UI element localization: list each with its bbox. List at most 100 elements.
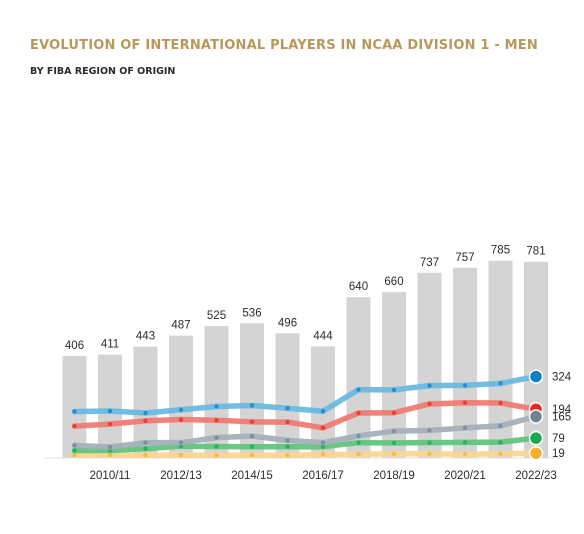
series-end-marker	[528, 430, 544, 446]
series-point	[249, 433, 255, 439]
series-point	[320, 409, 326, 414]
series-point	[462, 400, 468, 405]
bar-value-label: 487	[171, 320, 190, 332]
series-point	[498, 381, 503, 386]
series-point	[72, 409, 77, 414]
series-point	[391, 428, 397, 434]
series-line	[71, 450, 539, 458]
series-point	[427, 428, 432, 433]
x-tick-label: 2020/21	[444, 470, 486, 482]
total-bar	[346, 297, 371, 458]
series-point	[427, 451, 432, 456]
series-point	[285, 453, 290, 458]
series-point	[214, 444, 219, 449]
series-point	[462, 383, 468, 388]
series-point	[356, 387, 361, 392]
bar-value-label: 443	[136, 331, 155, 343]
series-point	[178, 407, 184, 412]
series-end-label: 324	[552, 372, 572, 384]
series-point	[143, 453, 148, 458]
series-end-label: 165	[552, 412, 571, 424]
chart-subtitle: BY FIBA REGION OF ORIGIN	[30, 66, 176, 77]
series-point	[462, 452, 468, 457]
series-point	[462, 425, 468, 431]
series-point	[143, 418, 148, 424]
bar-value-label: 536	[242, 307, 261, 319]
bar-value-label: 737	[420, 257, 439, 269]
series-point	[285, 406, 290, 411]
series-point	[72, 423, 77, 429]
series-point	[249, 403, 255, 408]
series-point	[214, 453, 219, 458]
series-line	[71, 413, 539, 450]
total-bar	[62, 355, 87, 458]
series-point	[249, 419, 255, 425]
series-point	[320, 425, 326, 431]
series-point	[178, 440, 184, 445]
series-point	[214, 418, 219, 423]
series-point	[391, 410, 397, 415]
bar-value-label: 781	[526, 246, 545, 258]
series-point	[391, 451, 397, 456]
series-end-label: 194	[552, 404, 572, 416]
series-point	[320, 452, 326, 457]
series-point	[356, 433, 361, 439]
x-tick-label: 2010/11	[90, 470, 131, 482]
series-point	[356, 452, 361, 457]
series-point	[320, 444, 326, 449]
bar-value-label: 640	[349, 281, 368, 293]
series-point	[214, 435, 219, 440]
bar-value-label: 496	[278, 317, 297, 329]
bar-value-label: 444	[313, 330, 333, 342]
bar-value-label: 411	[101, 339, 119, 351]
x-tick-label: 2014/15	[231, 470, 273, 482]
bar-value-label: 525	[207, 310, 226, 322]
series-point	[72, 452, 77, 458]
series-line	[71, 399, 539, 431]
series-point	[427, 383, 432, 388]
series-point	[498, 423, 503, 429]
bar-value-label: 406	[65, 340, 84, 352]
x-tick-label: 2018/19	[373, 470, 415, 482]
series-point	[285, 444, 290, 449]
series-point	[214, 404, 219, 409]
series-point	[356, 440, 361, 445]
series-point	[320, 440, 326, 445]
series-end-marker	[528, 369, 544, 384]
series-point	[107, 421, 113, 427]
series-point	[498, 451, 503, 456]
series-point	[285, 438, 290, 443]
series-point	[356, 410, 361, 416]
series-point	[143, 440, 148, 445]
total-bar	[524, 261, 548, 458]
series-line	[71, 373, 539, 416]
bar-value-label: 785	[491, 245, 510, 257]
total-bar	[98, 354, 122, 458]
x-tick-label: 2022/23	[515, 470, 557, 482]
series-point	[178, 417, 184, 422]
series-end-marker	[528, 409, 544, 424]
series-point	[498, 439, 503, 445]
series-point	[107, 452, 113, 458]
series-point	[427, 401, 432, 407]
total-bar	[133, 346, 158, 458]
series-point	[427, 440, 432, 445]
series-end-marker	[528, 445, 544, 461]
series-line	[71, 435, 539, 454]
series-point	[391, 387, 397, 393]
chart-title: EVOLUTION OF INTERNATIONAL PLAYERS IN NC…	[30, 38, 538, 53]
series-point	[178, 452, 184, 458]
series-end-label: 19	[552, 448, 565, 460]
total-bar	[169, 335, 193, 458]
x-tick-label: 2012/13	[160, 470, 202, 482]
series-point	[107, 408, 113, 414]
series-point	[143, 446, 148, 451]
series-end-label: 79	[552, 433, 565, 445]
series-point	[462, 440, 468, 445]
bar-value-label: 660	[384, 276, 403, 288]
series-point	[72, 443, 77, 448]
series-point	[249, 452, 255, 458]
series-point	[498, 400, 503, 406]
